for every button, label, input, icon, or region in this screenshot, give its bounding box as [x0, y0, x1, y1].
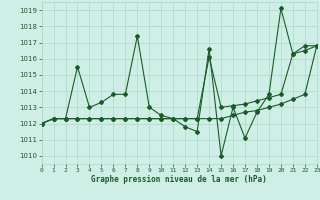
X-axis label: Graphe pression niveau de la mer (hPa): Graphe pression niveau de la mer (hPa) — [91, 175, 267, 184]
